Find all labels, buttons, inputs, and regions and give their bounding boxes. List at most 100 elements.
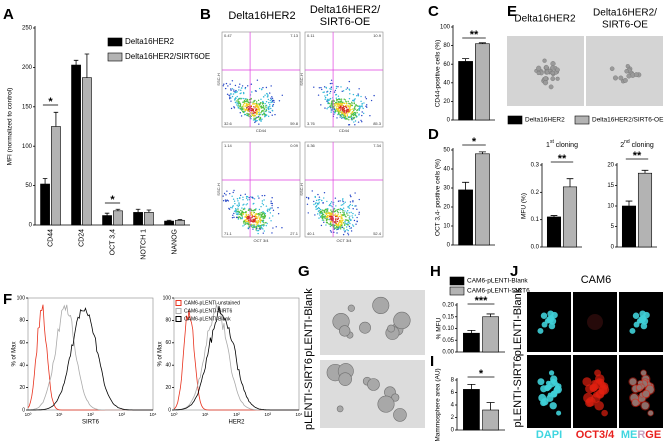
cell xyxy=(609,66,615,71)
event-dot xyxy=(258,123,260,125)
event-dot xyxy=(338,227,340,230)
event-dot xyxy=(330,105,332,107)
significance-label: ** xyxy=(470,29,479,41)
event-dot xyxy=(242,107,244,109)
event-dot xyxy=(261,227,263,229)
event-dot xyxy=(251,215,254,217)
oct-signal xyxy=(595,389,605,399)
event-dot xyxy=(357,121,360,123)
nucleus xyxy=(639,310,646,317)
event-dot xyxy=(330,104,332,106)
event-dot xyxy=(264,94,266,96)
event-dot xyxy=(326,108,328,110)
event-dot xyxy=(262,204,265,206)
event-dot xyxy=(262,225,265,227)
event-dot xyxy=(313,203,315,206)
cell xyxy=(550,76,556,82)
event-dot xyxy=(341,111,344,113)
mammosphere xyxy=(393,311,411,330)
event-dot xyxy=(343,227,345,230)
event-dot xyxy=(263,108,265,110)
y-tick-label: 0.0 xyxy=(531,245,540,251)
nucleus xyxy=(540,312,548,319)
event-dot xyxy=(266,93,268,95)
cell xyxy=(624,69,629,74)
y-tick-label: 50 xyxy=(443,148,450,154)
cell xyxy=(547,68,552,73)
y-tick-label: 80 xyxy=(165,318,171,324)
event-dot xyxy=(330,102,333,104)
error-bar xyxy=(625,200,633,206)
event-dot xyxy=(256,112,258,114)
event-dot xyxy=(343,114,346,116)
event-dot xyxy=(238,86,240,88)
bar xyxy=(133,212,143,226)
event-dot xyxy=(229,192,231,195)
event-dot xyxy=(262,221,265,223)
event-dot xyxy=(235,97,237,100)
event-dot xyxy=(352,208,354,210)
event-dot xyxy=(313,86,315,88)
legend-swatch xyxy=(507,115,523,125)
event-dot xyxy=(352,100,355,102)
event-dot xyxy=(342,204,344,206)
event-dot xyxy=(233,200,236,202)
event-dot xyxy=(334,109,337,112)
event-dot xyxy=(247,220,249,223)
event-dot xyxy=(245,103,248,106)
x-tick-label: 10⁴ xyxy=(296,412,303,417)
event-dot xyxy=(358,113,360,115)
event-dot xyxy=(265,109,268,112)
event-dot xyxy=(247,85,249,87)
event-dot xyxy=(343,202,345,205)
event-dot xyxy=(254,118,256,121)
event-dot xyxy=(323,91,325,93)
event-dot xyxy=(252,209,255,212)
event-dot xyxy=(341,199,344,201)
event-dot xyxy=(260,120,262,122)
axis-label: CD44 xyxy=(339,128,350,133)
event-dot xyxy=(245,204,247,206)
nucleus xyxy=(549,402,557,410)
event-dot xyxy=(363,102,365,104)
event-dot xyxy=(259,228,262,230)
event-dot xyxy=(334,94,337,96)
event-dot xyxy=(256,104,258,106)
event-dot xyxy=(339,107,342,109)
event-dot xyxy=(348,89,351,91)
event-dot xyxy=(275,226,277,228)
event-dot xyxy=(238,211,240,213)
event-dot xyxy=(264,215,267,218)
event-dot xyxy=(255,101,258,103)
event-dot xyxy=(252,101,254,103)
event-dot xyxy=(263,96,265,98)
bar xyxy=(102,215,112,226)
event-dot xyxy=(235,216,238,219)
legend-label: Delta16HER2/SIRT6OE xyxy=(125,52,210,61)
event-dot xyxy=(354,114,356,116)
event-dot xyxy=(333,207,335,210)
event-dot xyxy=(237,98,239,101)
event-dot xyxy=(256,221,258,224)
bar xyxy=(463,389,480,431)
error-bar xyxy=(467,329,476,334)
event-dot xyxy=(314,195,316,198)
event-dot xyxy=(307,197,310,199)
event-dot xyxy=(336,215,339,217)
event-dot xyxy=(373,94,375,97)
legend-swatch xyxy=(574,115,590,125)
nucleus xyxy=(548,322,556,330)
event-dot xyxy=(231,88,234,90)
event-dot xyxy=(330,111,332,113)
event-dot xyxy=(341,219,344,222)
event-dot xyxy=(341,90,343,93)
event-dot xyxy=(341,226,344,229)
event-dot xyxy=(356,208,358,210)
event-dot xyxy=(322,215,324,218)
x-tick-label: 10¹ xyxy=(56,412,63,417)
event-dot xyxy=(337,225,340,227)
event-dot xyxy=(233,212,235,215)
event-dot xyxy=(267,115,270,118)
event-dot xyxy=(340,104,343,106)
event-dot xyxy=(331,106,333,109)
